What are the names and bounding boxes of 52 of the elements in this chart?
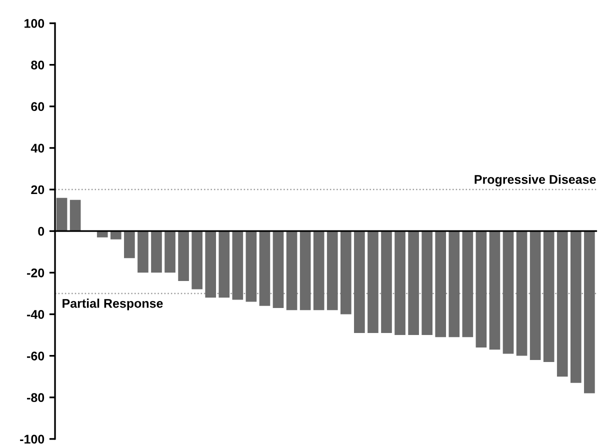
bar bbox=[246, 231, 257, 302]
bar bbox=[462, 231, 474, 338]
y-tick-label: 0 bbox=[38, 226, 44, 236]
bar bbox=[178, 231, 189, 281]
bar bbox=[422, 231, 432, 336]
y-tick-label: -60 bbox=[27, 352, 44, 360]
ref-line-label: Partial Response bbox=[62, 298, 163, 310]
y-tick-label: 40 bbox=[30, 144, 44, 153]
bar bbox=[300, 231, 311, 310]
bar bbox=[381, 231, 392, 333]
bar bbox=[138, 231, 148, 273]
y-tick-label: -20 bbox=[27, 268, 44, 278]
bar bbox=[570, 231, 582, 383]
bar bbox=[476, 231, 487, 348]
y-tick-label: 80 bbox=[31, 60, 44, 70]
bar bbox=[394, 231, 406, 336]
bar bbox=[218, 231, 230, 298]
bar bbox=[232, 231, 244, 300]
bar bbox=[286, 231, 298, 310]
bar bbox=[502, 231, 514, 354]
bar bbox=[151, 231, 162, 273]
bar bbox=[489, 231, 500, 350]
bar bbox=[164, 231, 176, 273]
bar bbox=[448, 231, 460, 338]
bar bbox=[259, 231, 270, 306]
bar bbox=[584, 231, 595, 394]
y-tick-label: 20 bbox=[31, 185, 44, 194]
bar bbox=[354, 231, 365, 333]
y-tick-label: -100 bbox=[20, 434, 44, 444]
y-tick-label: 60 bbox=[31, 102, 44, 112]
bar bbox=[530, 231, 541, 360]
y-tick-label: -80 bbox=[27, 393, 44, 402]
bar bbox=[110, 231, 122, 240]
y-tick-label: -40 bbox=[27, 310, 44, 319]
bar bbox=[70, 200, 81, 232]
bar bbox=[435, 231, 446, 338]
bar bbox=[340, 231, 352, 314]
bar bbox=[543, 231, 554, 362]
bar bbox=[96, 231, 108, 238]
bar bbox=[326, 231, 338, 310]
bar bbox=[556, 231, 568, 377]
bar bbox=[408, 231, 419, 336]
bar bbox=[368, 231, 378, 333]
bar bbox=[56, 198, 68, 232]
bar bbox=[272, 231, 284, 308]
bar bbox=[205, 231, 216, 298]
bar bbox=[192, 231, 202, 290]
bar bbox=[124, 231, 135, 258]
ref-line-label: Progressive Disease bbox=[474, 174, 596, 186]
bar bbox=[313, 231, 324, 310]
y-tick-label: 100 bbox=[24, 19, 44, 28]
bar bbox=[516, 231, 528, 356]
